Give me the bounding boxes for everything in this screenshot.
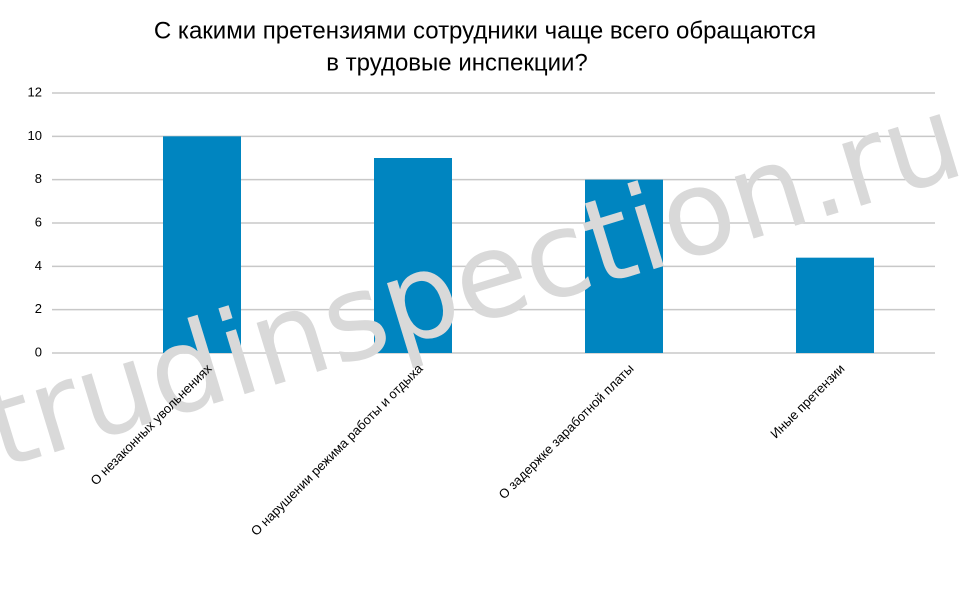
x-tick-label: Иные претензии bbox=[767, 361, 847, 441]
bars bbox=[163, 136, 874, 353]
y-tick-label: 2 bbox=[35, 301, 42, 316]
y-tick-label: 10 bbox=[28, 128, 42, 143]
bar bbox=[585, 179, 663, 353]
bar bbox=[374, 158, 452, 353]
chart-title: в трудовые инспекции? bbox=[326, 49, 587, 76]
y-tick-label: 4 bbox=[35, 258, 42, 273]
chart-title: С какими претензиями сотрудники чаще все… bbox=[154, 17, 816, 44]
bar bbox=[796, 257, 874, 353]
y-tick-label: 0 bbox=[35, 344, 42, 359]
x-tick-label: О задержке заработной платы bbox=[495, 361, 636, 502]
y-tick-label: 12 bbox=[28, 84, 42, 99]
bar bbox=[163, 136, 241, 353]
y-tick-label: 8 bbox=[35, 171, 42, 186]
y-tick-label: 6 bbox=[35, 214, 42, 229]
